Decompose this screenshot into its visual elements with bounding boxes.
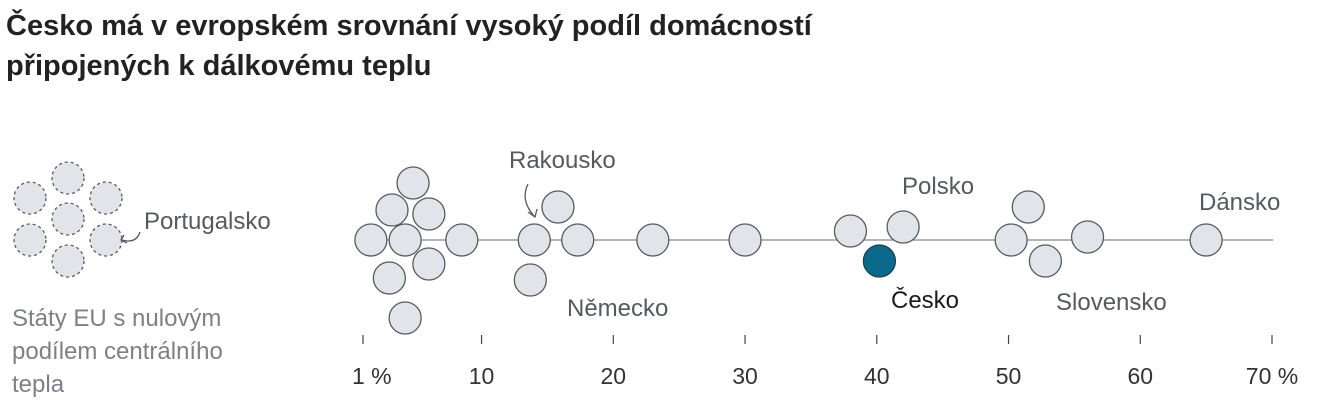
label-slovensko: Slovensko (1056, 289, 1167, 316)
data-point (354, 223, 388, 257)
data-point (396, 166, 430, 200)
x-tick-label: 70 % (1246, 363, 1298, 389)
rakousko-arrow (524, 183, 535, 217)
zero-share-point (13, 181, 47, 215)
zero-share-point (13, 223, 47, 257)
zero-share-point (89, 181, 123, 215)
data-points (354, 166, 1223, 335)
portugalsko-arrow-head (120, 234, 128, 244)
x-axis: 1 % 10 20 30 40 50 60 70 % (352, 335, 1298, 389)
data-point (372, 261, 406, 295)
data-point (728, 223, 762, 257)
zero-note-line-3: tepla (12, 371, 65, 398)
label-cesko: Česko (891, 286, 959, 314)
zero-share-group (13, 161, 123, 278)
data-point (1070, 220, 1105, 254)
data-point (412, 247, 446, 281)
data-point (1028, 244, 1063, 278)
data-point (1189, 223, 1223, 257)
data-point (388, 223, 422, 257)
data-point (833, 214, 868, 248)
data-point (636, 223, 670, 257)
data-point (994, 223, 1028, 257)
chart-title: Česko má v evropském srovnání vysoký pod… (6, 6, 1106, 86)
data-point (1011, 190, 1045, 224)
x-tick-label: 30 (732, 363, 758, 389)
data-point (561, 223, 595, 257)
x-tick-label: 60 (1127, 363, 1153, 389)
data-point (517, 223, 551, 257)
data-point (388, 301, 422, 335)
label-dansko: Dánsko (1199, 189, 1280, 216)
zero-note-line-1: Státy EU s nulovým (12, 305, 221, 332)
data-point (375, 193, 409, 227)
x-tick-label: 20 (601, 363, 627, 389)
x-tick-label: 40 (864, 363, 890, 389)
data-point (513, 263, 547, 297)
data-point (445, 223, 479, 257)
zero-note-line-2: podílem centrálního (12, 338, 223, 365)
x-tick-label: 10 (469, 363, 495, 389)
x-tick-label: 1 % (352, 363, 392, 389)
data-point (412, 197, 446, 231)
data-point (541, 190, 575, 224)
label-nemecko: Německo (567, 295, 668, 322)
data-point (886, 210, 920, 244)
rakousko-arrow-head (527, 208, 538, 219)
zero-share-point (51, 202, 85, 236)
label-polsko: Polsko (902, 173, 974, 200)
data-point-highlight (862, 244, 897, 278)
chart-title-line-1: Česko má v evropském srovnání vysoký pod… (6, 10, 812, 42)
label-portugalsko: Portugalsko (144, 208, 271, 235)
zero-share-point (51, 161, 85, 195)
x-tick-label: 50 (996, 363, 1022, 389)
zero-share-point (51, 244, 85, 278)
chart-title-line-2: připojených k dálkovému teplu (6, 50, 432, 82)
zero-share-point (89, 223, 123, 257)
label-rakousko: Rakousko (509, 147, 616, 174)
portugalsko-arrow (121, 231, 141, 242)
